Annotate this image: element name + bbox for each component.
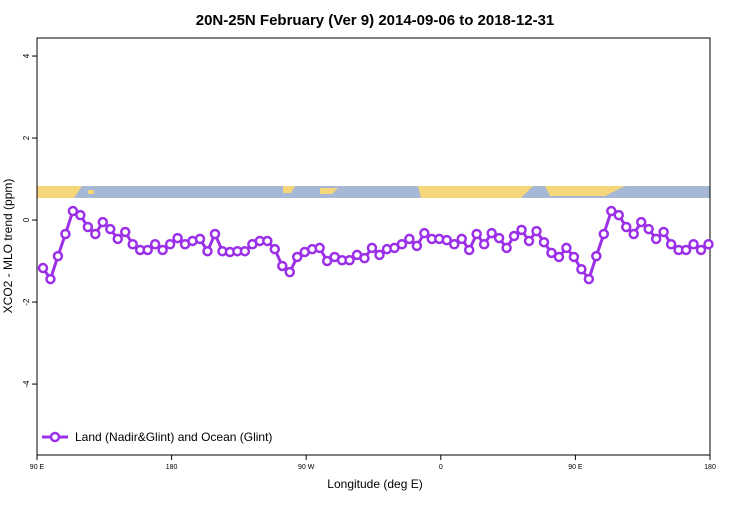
y-tick-label: -2 [22,298,31,306]
data-point [344,254,355,266]
x-tick-label: 180 [166,464,178,471]
data-point [239,245,251,257]
data-point [680,244,692,256]
data-point [209,228,221,240]
data-point [105,223,116,235]
data-point [546,247,557,259]
data-point [650,233,662,245]
data-point [531,225,542,237]
data-point [695,244,707,256]
data-point [366,242,378,254]
data-point [576,264,587,275]
data-point [277,260,288,272]
data-point [396,238,408,250]
data-point [620,221,632,233]
data-point [508,230,520,242]
x-tick-label: 90 E [30,464,45,471]
y-tick-label: 2 [22,135,31,140]
data-point [478,238,490,250]
data-point [67,205,79,217]
data-point [523,235,535,247]
data-point [486,227,497,239]
data-point [52,250,64,262]
data-point [635,216,647,228]
data-point [284,266,295,278]
data-point [194,233,206,245]
data-point [419,227,430,239]
data-point [82,221,94,233]
data-point [553,251,565,263]
data-point [164,238,176,250]
data-point [493,232,505,244]
data-point [606,205,617,217]
data-point [568,251,580,263]
data-point [665,238,677,250]
legend-label: Land (Nadir&Glint) and Ocean (Glint) [75,430,272,444]
data-point [75,209,86,221]
data-point [149,238,161,250]
data-point [45,273,56,285]
data-point [172,232,183,244]
data-point [583,273,595,285]
y-tick-label: 4 [22,53,31,58]
x-tick-label: 90 W [298,464,315,471]
data-point [142,244,153,256]
data-point [598,228,610,240]
data-point [404,233,415,245]
x-tick-label: 0 [439,464,443,471]
data-point [658,226,669,238]
data-point [374,249,385,261]
x-tick-label: 90 E [568,464,583,471]
data-point [202,245,213,257]
data-point [37,262,49,274]
data-point [501,242,512,254]
data-point [703,238,714,250]
data-point [157,244,168,256]
data-point [90,228,101,240]
data-point [449,238,460,250]
data-point [643,223,654,235]
data-point [463,244,475,256]
data-point [441,234,453,246]
legend: Land (Nadir&Glint) and Ocean (Glint) [42,430,272,444]
data-point [628,228,639,240]
data-point [321,255,333,267]
data-point [411,240,423,252]
data-point [688,238,699,250]
data-point [314,242,325,254]
data-point [471,228,482,240]
data-point [112,233,124,245]
y-axis-label: XCO2 - MLO trend (ppm) [1,179,15,314]
data-point [538,236,550,248]
map-strip [37,186,710,198]
data-point [291,251,303,263]
legend-marker [49,431,61,443]
data-point [516,224,527,236]
x-axis-label: Longitude (deg E) [327,477,422,491]
data-point [591,250,602,262]
data-point [456,233,467,245]
data-point [359,252,370,264]
chart-title: 20N-25N February (Ver 9) 2014-09-06 to 2… [196,12,555,29]
y-tick-label: -4 [22,380,31,388]
x-tick-label: 180 [704,464,716,471]
data-point [119,226,131,238]
data-point [97,216,109,228]
data-point [613,209,625,221]
data-point [561,242,572,254]
data-point [127,238,138,250]
data-point [269,243,281,255]
data-point [60,228,71,240]
data-point [262,235,273,247]
y-tick-label: 0 [22,217,31,222]
